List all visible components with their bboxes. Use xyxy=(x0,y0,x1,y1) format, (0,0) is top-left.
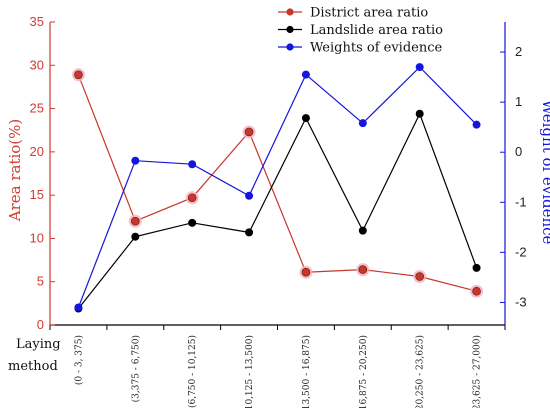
data-point xyxy=(131,156,140,165)
data-point xyxy=(415,272,424,281)
y-right-tick-label: 2 xyxy=(515,44,522,59)
y-left-tick-label: 30 xyxy=(30,57,44,72)
series-layer xyxy=(71,63,484,313)
legend-marker xyxy=(286,8,294,16)
x-tick-label: (6,750 - 10,125) xyxy=(187,335,198,408)
x-tick-label: (13,500 - 16,875) xyxy=(301,335,312,408)
x-axis-title-line: Laying xyxy=(16,337,61,352)
x-tick-label: (20,250 - 23,625) xyxy=(415,335,426,408)
y-left-tick-label: 5 xyxy=(37,274,44,289)
x-tick-label: (16,875 - 20,250) xyxy=(358,335,369,408)
data-point xyxy=(358,226,367,235)
data-point xyxy=(301,114,310,123)
axes: 0 5 10 15 20 25 30 35 -3 -2 -1 0 1 2 (0 - 3, 375) (3,37… xyxy=(30,14,527,408)
y-axis-left-title: Area ratio(%) xyxy=(6,119,24,223)
x-axis-title-line: method xyxy=(8,359,58,374)
legend-marker xyxy=(286,43,294,51)
data-point xyxy=(358,119,367,128)
legend-label: District area ratio xyxy=(310,6,428,21)
data-point xyxy=(245,191,254,200)
y-left-tick-label: 15 xyxy=(30,187,44,202)
data-point xyxy=(244,127,254,137)
data-point xyxy=(188,218,197,227)
y-right-tick-label: 1 xyxy=(515,94,522,109)
data-point xyxy=(74,70,83,80)
y-right-tick-label: -2 xyxy=(515,244,527,259)
data-point xyxy=(415,63,424,72)
data-point xyxy=(131,216,140,226)
y-right-tick-label: 0 xyxy=(515,144,522,159)
data-point xyxy=(74,303,83,312)
data-point xyxy=(472,286,481,296)
y-axis-right-title: Weight of evidence xyxy=(539,100,550,245)
data-point xyxy=(131,232,140,241)
series-line-0 xyxy=(77,74,477,292)
y-right-tick-label: -1 xyxy=(515,194,527,209)
data-point xyxy=(472,263,481,272)
data-point xyxy=(472,120,481,129)
x-tick-label: (3,375 - 6,750) xyxy=(130,335,141,402)
x-axis-title: Laying method xyxy=(8,337,61,374)
legend: District area ratio Landslide area ratio W… xyxy=(278,6,443,56)
data-point xyxy=(187,193,197,203)
legend-marker xyxy=(286,25,294,34)
legend-label: Landslide area ratio xyxy=(310,23,443,38)
series-line-2 xyxy=(77,66,478,308)
data-point xyxy=(301,70,310,79)
series-line-1 xyxy=(77,112,478,309)
y-right-tick-label: -3 xyxy=(515,294,527,309)
x-tick-label: (23,625 - 27,000) xyxy=(472,335,483,408)
data-point xyxy=(358,265,368,274)
y-left-tick-label: 35 xyxy=(30,14,44,29)
y-left-tick-label: 10 xyxy=(30,230,44,245)
y-left-tick-label: 20 xyxy=(30,144,44,159)
data-point xyxy=(245,228,254,237)
x-tick-label: (10,125 - 13,500) xyxy=(244,335,255,408)
data-point xyxy=(415,109,424,118)
y-left-tick-label: 0 xyxy=(37,317,44,332)
data-point xyxy=(301,267,311,277)
legend-label: Weights of evidence xyxy=(310,41,443,56)
x-tick-label: (0 - 3, 375) xyxy=(73,335,84,385)
data-point xyxy=(188,160,197,169)
y-left-tick-label: 25 xyxy=(30,101,44,116)
